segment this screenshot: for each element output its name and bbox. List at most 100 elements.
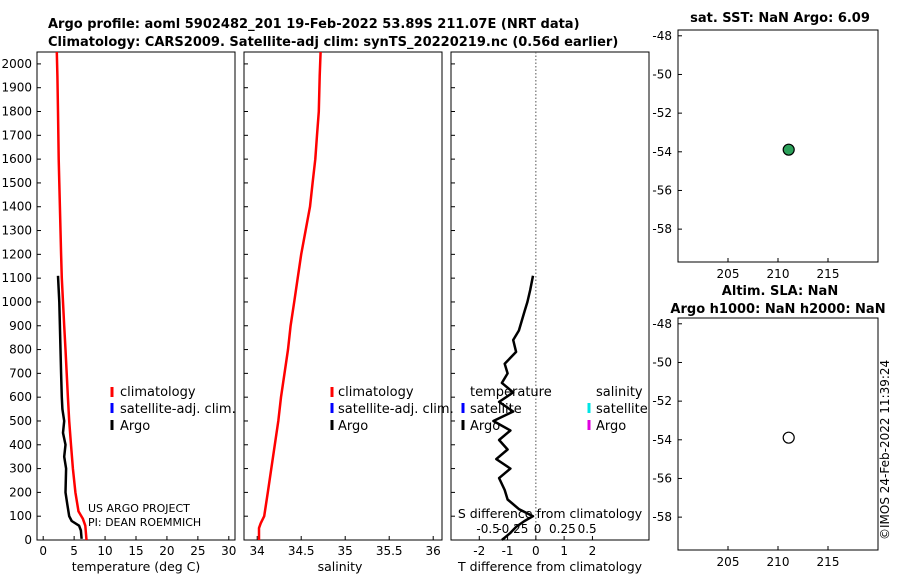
figure-title-line1: Argo profile: aoml 5902482_201 19-Feb-20… [48,17,580,32]
y-tick-label: 1300 [1,224,32,238]
series-line-argo [56,275,83,539]
y-tick-label: 1500 [1,176,32,190]
map-y-tick-label: -52 [652,394,672,408]
map-x-tick-label: 210 [767,555,790,569]
y-tick-label: 2000 [1,57,32,71]
y-tick-label: 1400 [1,200,32,214]
map-y-tick-label: -48 [652,29,672,43]
map-y-tick-label: -54 [652,433,672,447]
t-difference-xlabel: T difference from climatology [457,559,643,574]
x-tick-label: 0 [39,544,47,558]
map-x-tick-label: 205 [717,267,740,281]
legend3-t-argo-label: Argo [470,419,500,434]
x-tick-label: 1 [560,544,568,558]
y-tick-label: 1100 [1,271,32,285]
temperature-xlabel: temperature (deg C) [72,559,201,574]
map-y-tick-label: -58 [652,222,672,236]
map-x-tick-label: 205 [717,555,740,569]
sla-map-panel: Altim. SLA: NaN Argo h1000: NaN h2000: N… [652,284,885,569]
map-y-tick-label: -50 [652,355,672,369]
legend3-s-argo-label: Argo [596,419,626,434]
y-tick-label: 900 [9,319,32,333]
y-tick-label: 1700 [1,128,32,142]
y-tick-label: 100 [9,509,32,523]
legend3-temperature-heading: temperature [470,385,552,400]
map-y-tick-label: -52 [652,106,672,120]
y-tick-label: 400 [9,438,32,452]
sst-map-title: sat. SST: NaN Argo: 6.09 [690,11,870,26]
y-tick-label: 0 [24,533,32,547]
legend-climatology-label: climatology [120,385,196,400]
x-tick-label: 30 [221,544,236,558]
salinity-xlabel: salinity [318,559,363,574]
x-tick-label: 36 [426,544,441,558]
x-tick-label: 2 [589,544,597,558]
salinity-axes-box [243,51,443,541]
x-tick-label: 15 [128,544,143,558]
map-x-tick-label: 210 [767,267,790,281]
s-diff-tick-label: 0.5 [578,522,597,536]
series-line-climatology [55,51,88,541]
sst-map-panel: sat. SST: NaN Argo: 6.09 205 210 215 -48 -50… [652,11,879,281]
map-y-tick-label: -50 [652,67,672,81]
figure-title-line2: Climatology: CARS2009. Satellite-adj cli… [48,35,618,50]
legend3-s-satellite-label: satellite [596,402,648,417]
s-diff-tick-label: 0 [534,522,542,536]
legend3-salinity-heading: salinity [596,385,643,400]
sla-map-axes-box [677,317,879,551]
x-tick-label: 5 [70,544,78,558]
series-line-argo-temperature-difference [492,275,535,541]
difference-panel: -2 -1 0 1 2 T difference from climatology S … [450,51,650,574]
legend-argo-label: Argo [120,419,150,434]
float-location-marker [782,431,795,444]
x-tick-label: 20 [159,544,174,558]
x-tick-label: 0 [532,544,540,558]
map-y-tick-label: -58 [652,510,672,524]
legend2-argo-label: Argo [338,419,368,434]
legend2-satellite-label: satellite-adj. clim. [338,402,454,417]
legend3-t-satellite-label: satellite [470,402,522,417]
map-y-tick-label: -54 [652,145,672,159]
x-tick-label: 34.5 [288,544,315,558]
s-diff-tick-label: -0.25 [497,522,528,536]
x-tick-label: -2 [473,544,485,558]
y-tick-label: 800 [9,343,32,357]
y-tick-label: 1200 [1,247,32,261]
sst-map-axes-box [677,29,879,263]
x-tick-label: 10 [97,544,112,558]
y-tick-label: 700 [9,366,32,380]
credit-line1: US ARGO PROJECT [88,502,190,515]
legend-satellite-label: satellite-adj. clim. [120,402,236,417]
imos-timestamp: ©IMOS 24-Feb-2022 11:39:24 [878,360,892,540]
map-x-tick-label: 215 [817,555,840,569]
credit-line2: PI: DEAN ROEMMICH [88,516,201,529]
y-tick-label: 500 [9,414,32,428]
map-y-tick-label: -48 [652,317,672,331]
difference-axes-box [450,51,650,541]
y-tick-label: 300 [9,462,32,476]
sla-map-subtitle: Argo h1000: NaN h2000: NaN [670,302,885,317]
x-tick-label: 25 [190,544,205,558]
s-diff-tick-label: 0.25 [549,522,576,536]
x-tick-label: 35 [338,544,353,558]
float-location-marker [782,143,795,156]
legend2-climatology-label: climatology [338,385,414,400]
map-y-tick-label: -56 [652,183,672,197]
s-diff-tick-label: -0.5 [476,522,499,536]
temperature-panel: 0 5 10 15 20 25 300100200300400500600700800900… [1,51,236,574]
y-tick-label: 1900 [1,81,32,95]
x-tick-label: 34 [250,544,265,558]
map-x-tick-label: 215 [817,267,840,281]
s-difference-xlabel: S difference from climatology [458,506,643,521]
y-tick-label: 600 [9,390,32,404]
map-y-tick-label: -56 [652,471,672,485]
y-tick-label: 1000 [1,295,32,309]
y-tick-label: 200 [9,485,32,499]
salinity-panel: 34 34.5 35 35.5 36 salinity climatology sate… [243,51,454,574]
sla-map-title: Altim. SLA: NaN [722,284,838,299]
series-line-climatology [257,51,322,540]
x-tick-label: -1 [502,544,514,558]
x-tick-label: 35.5 [376,544,403,558]
y-tick-label: 1600 [1,152,32,166]
